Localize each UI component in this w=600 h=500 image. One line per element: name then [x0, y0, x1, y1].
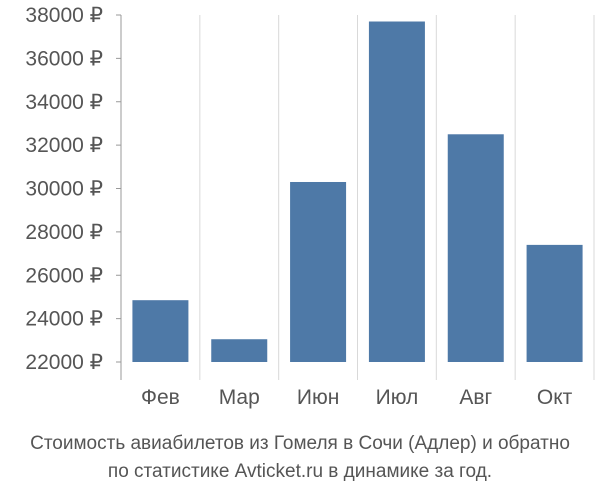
chart-caption-line-1: Стоимость авиабилетов из Гомеля в Сочи (…	[30, 433, 570, 454]
x-tick-label: Мар	[219, 386, 260, 409]
y-tick-label: 26000 ₽	[25, 264, 103, 287]
y-tick-label: 24000 ₽	[25, 308, 103, 331]
y-tick-label: 38000 ₽	[25, 4, 103, 27]
bar-chart: 22000 ₽ 24000 ₽ 26000 ₽ 28000 ₽ 30000 ₽ 32000…	[25, 4, 595, 409]
bar-Фев	[132, 300, 189, 362]
bar-Июл	[368, 21, 425, 362]
tick-labels: 22000 ₽ 24000 ₽ 26000 ₽ 28000 ₽ 30000 ₽ 32000…	[25, 4, 572, 409]
grid-lines	[199, 15, 595, 380]
y-tick-label: 22000 ₽	[25, 351, 103, 374]
y-tick-label: 28000 ₽	[25, 221, 103, 244]
x-tick-label: Окт	[537, 386, 573, 409]
bars	[132, 21, 583, 362]
bar-Мар	[211, 339, 268, 362]
y-tick-label: 30000 ₽	[25, 178, 103, 201]
y-tick-label: 36000 ₽	[25, 47, 103, 70]
bar-Июн	[290, 181, 347, 362]
bar-Авг	[447, 134, 504, 362]
x-tick-label: Фев	[141, 386, 180, 409]
bar-Окт	[526, 244, 583, 362]
y-tick-label: 34000 ₽	[25, 91, 103, 114]
x-tick-label: Авг	[459, 386, 492, 409]
x-tick-label: Июл	[376, 386, 419, 409]
chart-caption-line-2: по статистике Avticket.ru в динамике за …	[107, 461, 493, 482]
x-tick-label: Июн	[297, 386, 339, 409]
axes	[116, 14, 122, 380]
y-tick-label: 32000 ₽	[25, 134, 103, 157]
